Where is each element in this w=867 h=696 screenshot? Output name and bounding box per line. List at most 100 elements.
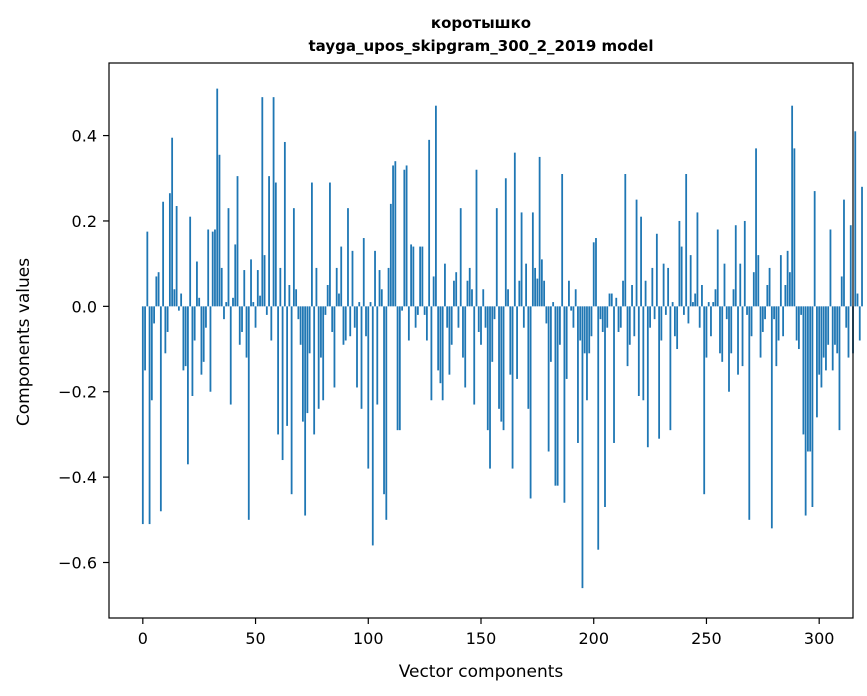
bar xyxy=(450,306,453,345)
bar xyxy=(320,306,322,358)
bar xyxy=(658,306,661,439)
bar xyxy=(270,306,273,341)
bar xyxy=(520,212,523,307)
bar xyxy=(586,306,588,401)
bar xyxy=(405,165,408,307)
bar xyxy=(786,250,789,307)
bar xyxy=(757,255,760,307)
bar xyxy=(493,306,496,320)
y-tick-label: −0.6 xyxy=(58,554,97,573)
bar xyxy=(263,255,266,307)
bar xyxy=(441,306,444,401)
bar xyxy=(216,88,219,307)
bar xyxy=(858,306,861,341)
chart-title-line2: tayga_upos_skipgram_300_2_2019 model xyxy=(309,37,654,55)
bar xyxy=(843,199,845,307)
bar xyxy=(419,246,422,307)
bar xyxy=(338,293,340,307)
bar xyxy=(766,285,769,307)
bar xyxy=(613,306,615,443)
bar xyxy=(640,216,642,307)
bar xyxy=(784,285,787,307)
bar xyxy=(734,225,737,307)
bar xyxy=(579,306,582,341)
bar xyxy=(193,306,196,341)
bar xyxy=(825,306,827,371)
bar xyxy=(425,306,428,341)
bar xyxy=(254,306,257,328)
bar xyxy=(421,246,424,307)
bar xyxy=(184,306,187,367)
bar xyxy=(180,293,183,307)
bar xyxy=(750,306,753,337)
y-tick-label: 0.0 xyxy=(72,297,97,316)
bar xyxy=(522,306,525,328)
bar xyxy=(752,272,755,307)
bar xyxy=(311,182,313,307)
bar xyxy=(455,272,458,307)
bar xyxy=(182,306,185,371)
bar xyxy=(304,306,307,516)
bar xyxy=(218,154,221,307)
x-tick-label: 150 xyxy=(466,629,497,648)
bar xyxy=(773,306,775,320)
bar xyxy=(606,306,609,328)
bar xyxy=(597,306,600,550)
bar xyxy=(349,306,352,337)
bar xyxy=(358,302,361,307)
bar xyxy=(556,306,559,486)
y-tick-label: −0.2 xyxy=(58,383,97,402)
bar xyxy=(301,306,304,422)
bar xyxy=(392,165,394,307)
bar xyxy=(198,297,201,307)
bar xyxy=(238,306,241,345)
bar xyxy=(660,306,663,341)
bar xyxy=(678,220,681,307)
bar xyxy=(619,306,622,328)
y-tick-label: 0.2 xyxy=(72,212,97,231)
bar xyxy=(813,191,816,307)
bar xyxy=(385,306,388,520)
bar xyxy=(153,306,155,324)
bar xyxy=(707,302,710,307)
bar xyxy=(552,302,555,307)
bar xyxy=(540,259,543,307)
bar xyxy=(356,306,358,388)
bar xyxy=(374,250,376,307)
bar xyxy=(590,306,593,337)
bar xyxy=(380,289,383,307)
bar xyxy=(495,208,498,307)
bar xyxy=(398,306,401,431)
bar xyxy=(236,176,239,307)
bar xyxy=(223,306,225,320)
bar xyxy=(187,306,189,465)
bar xyxy=(847,306,850,358)
bar xyxy=(791,105,794,307)
bar xyxy=(283,141,286,307)
bar xyxy=(561,174,564,307)
bar xyxy=(703,306,706,495)
bar xyxy=(604,306,606,507)
bar xyxy=(428,139,431,307)
bar xyxy=(646,306,649,448)
bar xyxy=(795,306,798,341)
bar xyxy=(849,225,852,307)
bar xyxy=(592,242,595,307)
bar xyxy=(581,306,584,589)
bar xyxy=(502,306,505,431)
bar xyxy=(829,229,832,307)
bar xyxy=(547,306,550,452)
bar xyxy=(671,302,674,307)
bar xyxy=(369,302,372,307)
bar xyxy=(209,306,212,392)
bar xyxy=(511,306,514,469)
bar xyxy=(468,267,471,307)
x-axis: 0 50 100 150 200 250 300 xyxy=(138,618,834,648)
x-tick-label: 0 xyxy=(138,629,148,648)
bar xyxy=(549,306,552,362)
bar xyxy=(205,306,207,328)
bar xyxy=(362,238,365,307)
bar xyxy=(507,289,509,307)
bar xyxy=(396,306,399,431)
